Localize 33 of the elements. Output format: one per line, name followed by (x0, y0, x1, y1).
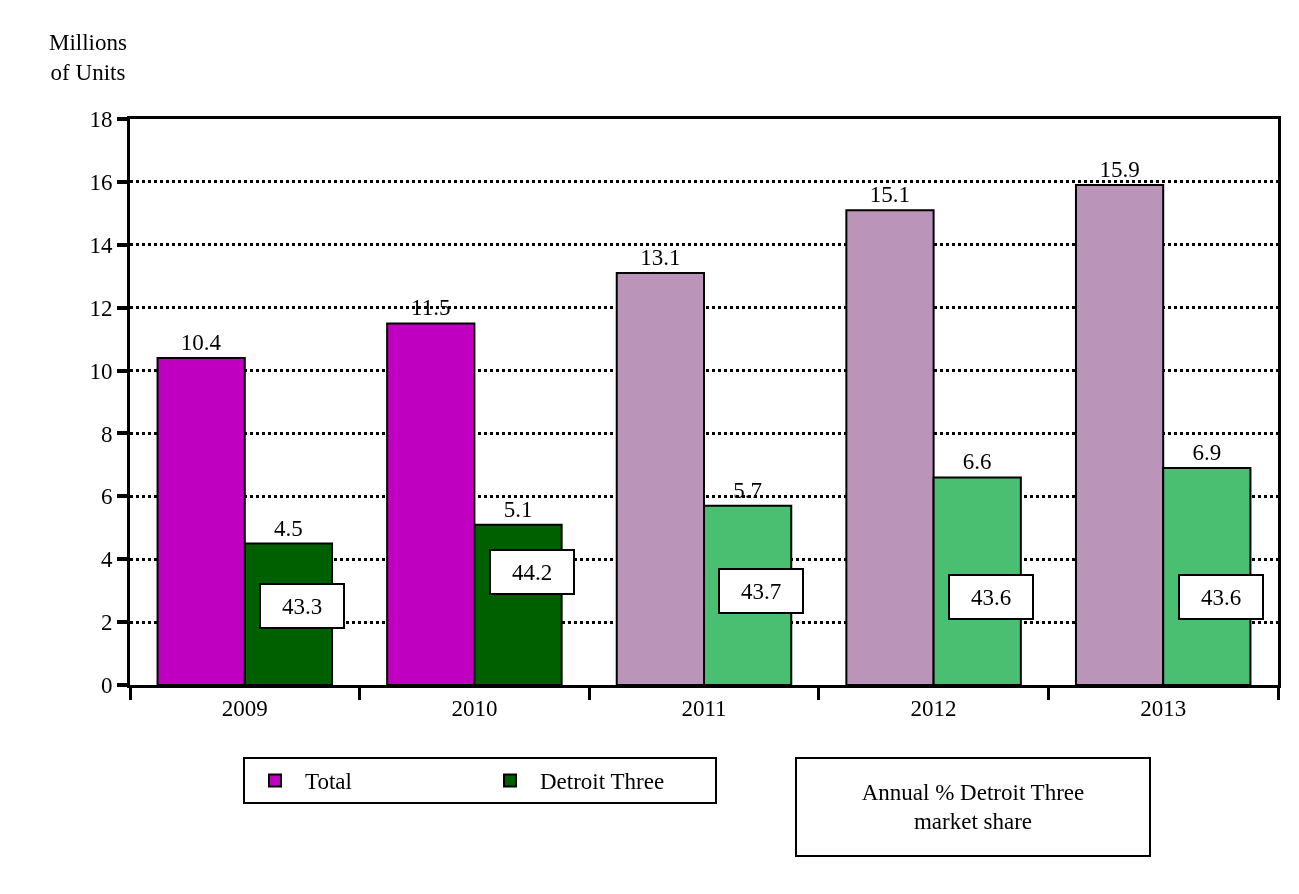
data-label: 4.5 (274, 515, 303, 541)
y-tick-label: 14 (89, 232, 113, 258)
data-label: 15.1 (869, 182, 911, 208)
x-tick-label: 2011 (681, 695, 727, 721)
legend-label: Total (305, 769, 352, 795)
data-label: 11.5 (411, 295, 451, 321)
y-tick-label: 2 (100, 610, 113, 636)
y-tick-label: 16 (89, 169, 113, 195)
annotation: 43.6 (1200, 584, 1242, 610)
annotation: 43.3 (281, 593, 323, 619)
y-tick-label: 8 (100, 421, 113, 447)
y-tick-label: 4 (100, 547, 113, 573)
x-tick-label: 2012 (910, 695, 957, 721)
annotation: 43.6 (970, 584, 1012, 610)
y-tick-label: 12 (89, 295, 113, 321)
data-label: 6.6 (962, 449, 992, 475)
y-axis-title: Millions of Units (49, 30, 128, 85)
data-label: 5.1 (503, 496, 533, 522)
x-tick-label: 2013 (1140, 695, 1187, 721)
y-tick-label: 0 (100, 673, 113, 699)
y-tick-label: 10 (89, 358, 113, 384)
y-tick-label: 18 (89, 107, 113, 133)
text: Annual % Detroit Three market share (861, 779, 1085, 835)
x-tick-label: 2009 (221, 695, 268, 721)
annotation: 44.2 (511, 559, 553, 585)
annotation: 43.7 (740, 578, 782, 604)
data-label: 6.9 (1192, 440, 1222, 466)
data-label: 10.4 (180, 329, 222, 355)
x-tick-label: 2010 (451, 695, 498, 721)
y-tick-label: 6 (100, 484, 113, 510)
data-label: 15.9 (1099, 157, 1140, 183)
data-label: 13.1 (640, 245, 681, 271)
legend-label: Detroit Three (540, 769, 665, 795)
